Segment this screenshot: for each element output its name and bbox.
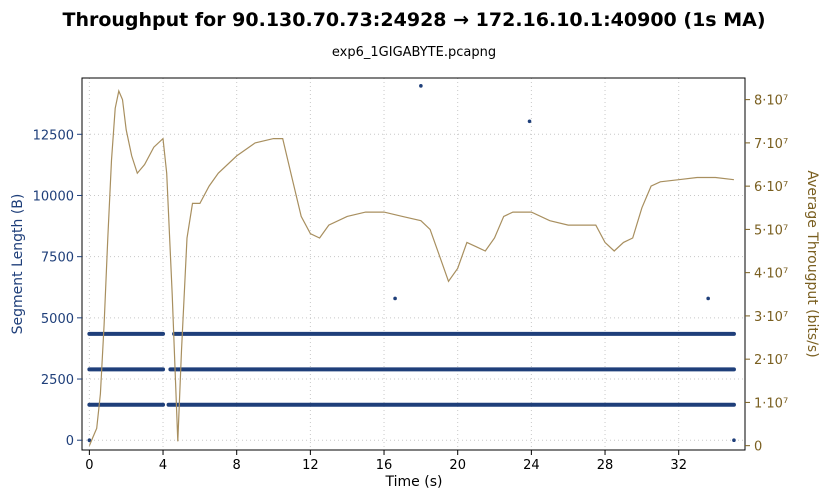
x-tick-label: 20	[449, 458, 466, 473]
segment-point	[706, 296, 710, 301]
y-axis-left: 0 2500 5000 7500 10000 12500	[33, 128, 82, 449]
y-axis-right-label: Average Througput (bits/s)	[804, 170, 820, 357]
throughput-line	[88, 89, 734, 446]
y-right-tick-label: 5·10⁷	[754, 223, 788, 238]
y-right-tick-label: 1·10⁷	[754, 396, 788, 411]
average-throughput-series	[88, 89, 734, 446]
y-left-tick-label: 12500	[33, 128, 74, 143]
grid-lines	[82, 78, 745, 450]
x-tick-label: 16	[376, 458, 393, 473]
y-left-tick-label: 7500	[41, 251, 74, 266]
chart-title: Throughput for 90.130.70.73:24928 → 172.…	[62, 9, 765, 31]
x-tick-label: 32	[670, 458, 687, 473]
y-right-tick-label: 7·10⁷	[754, 137, 788, 152]
plot-area	[81, 77, 746, 451]
x-tick-label: 8	[233, 458, 241, 473]
y-left-tick-label: 2500	[41, 373, 74, 388]
y-left-tick-label: 10000	[33, 189, 74, 204]
y-right-tick-label: 4·10⁷	[754, 267, 788, 282]
y-right-tick-label: 6·10⁷	[754, 180, 788, 195]
segment-point	[732, 438, 736, 443]
y-left-tick-label: 5000	[41, 312, 74, 327]
x-axis: 0 4 8 12 16 20 24 28 32	[85, 450, 687, 473]
segment-point	[87, 438, 92, 443]
y-left-tick-label: 0	[66, 434, 74, 449]
x-tick-label: 4	[159, 458, 167, 473]
x-tick-label: 12	[302, 458, 319, 473]
segment-point	[393, 296, 397, 301]
y-right-tick-label: 0	[754, 440, 762, 455]
chart-subtitle: exp6_1GIGABYTE.pcapng	[332, 45, 496, 60]
x-tick-label: 0	[85, 458, 93, 473]
y-axis-left-label: Segment Length (B)	[10, 194, 26, 335]
x-tick-label: 28	[597, 458, 614, 473]
y-axis-right: 0 1·10⁷ 2·10⁷ 3·10⁷ 4·10⁷ 5·10⁷ 6·10⁷ 7·10⁷ 8·10…	[745, 94, 788, 455]
y-right-tick-label: 8·10⁷	[754, 94, 788, 109]
segment-point	[419, 84, 423, 88]
x-tick-label: 24	[523, 458, 540, 473]
x-axis-label: Time (s)	[385, 474, 443, 490]
segment-point	[527, 119, 532, 124]
y-right-tick-label: 3·10⁷	[754, 310, 788, 325]
segment-length-series	[87, 84, 736, 443]
y-right-tick-label: 2·10⁷	[754, 353, 788, 368]
